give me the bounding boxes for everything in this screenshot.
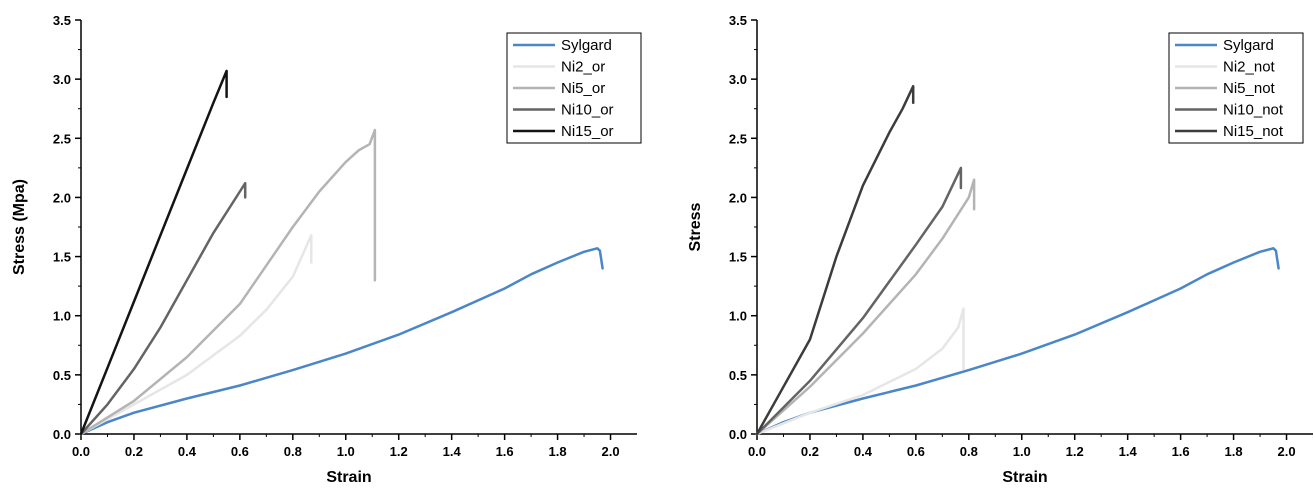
y-tick-label: 3.5 bbox=[729, 13, 747, 28]
x-tick-label: 0.8 bbox=[284, 444, 302, 459]
x-tick-label: 1.0 bbox=[1013, 444, 1031, 459]
legend-label: Ni5_not bbox=[1223, 80, 1276, 97]
x-tick-label: 0.2 bbox=[125, 444, 143, 459]
y-tick-label: 3.5 bbox=[53, 13, 71, 28]
x-tick-label: 2.0 bbox=[1277, 444, 1295, 459]
x-axis-title: Strain bbox=[1002, 469, 1047, 486]
y-tick-label: 1.0 bbox=[53, 309, 71, 324]
chart-panel-right: 0.0 0.2 0.4 0.6 0.8 1.0 1.2 1.4 1.6 1.8 2.0 0.0 0.5 1… bbox=[687, 13, 1313, 486]
x-tick-label: 1.4 bbox=[443, 444, 462, 459]
legend-label: Ni10_or bbox=[561, 102, 614, 119]
legend-label: Ni2_or bbox=[561, 59, 605, 76]
x-tick-label: 1.2 bbox=[1066, 444, 1084, 459]
x-axis-title: Strain bbox=[326, 469, 371, 486]
series-line-sylgard bbox=[79, 247, 604, 436]
x-tick-label: 0.0 bbox=[72, 444, 90, 459]
series-line-ni15-not bbox=[755, 84, 915, 436]
x-tick-label: 1.6 bbox=[496, 444, 514, 459]
y-axis-title: Stress bbox=[687, 202, 704, 251]
y-tick-label: 3.0 bbox=[729, 72, 747, 87]
x-tick-label: 2.0 bbox=[601, 444, 619, 459]
y-tick-label: 0.0 bbox=[729, 427, 747, 442]
legend-label: Ni10_not bbox=[1223, 102, 1284, 119]
legend-label: Sylgard bbox=[1223, 37, 1274, 54]
legend-label: Ni15_not bbox=[1223, 123, 1284, 140]
series-line-ni2-or bbox=[79, 234, 313, 436]
legend-label: Ni5_or bbox=[561, 80, 605, 97]
legend-label: Ni15_or bbox=[561, 123, 614, 140]
y-tick-label: 2.5 bbox=[729, 131, 747, 146]
x-tick-label: 0.6 bbox=[231, 444, 249, 459]
chart-panel-left: 0.0 0.2 0.4 0.6 0.8 1.0 1.2 1.4 1.6 1.8 2.0 0.0 0.5 1… bbox=[11, 13, 642, 486]
y-axis-title: Stress (Mpa) bbox=[11, 179, 28, 275]
x-tick-label: 1.8 bbox=[1225, 444, 1243, 459]
y-tick-label: 2.0 bbox=[53, 190, 71, 205]
y-tick-label: 0.0 bbox=[53, 427, 71, 442]
x-tick-label: 0.4 bbox=[854, 444, 873, 459]
series-line-ni2-not bbox=[755, 307, 965, 436]
y-tick-label: 0.5 bbox=[53, 368, 71, 383]
y-tick-label: 0.5 bbox=[729, 368, 747, 383]
legend: Sylgard Ni2_not Ni5_not Ni10_not Ni15_not bbox=[1168, 32, 1304, 144]
series-line-ni15-or bbox=[79, 69, 228, 436]
y-tick-label: 2.5 bbox=[53, 131, 71, 146]
y-tick-label: 1.0 bbox=[729, 309, 747, 324]
x-tick-label: 1.8 bbox=[549, 444, 567, 459]
y-tick-label: 3.0 bbox=[53, 72, 71, 87]
x-tick-label: 1.0 bbox=[337, 444, 355, 459]
legend-label: Sylgard bbox=[561, 37, 612, 54]
x-tick-label: 1.2 bbox=[390, 444, 408, 459]
legend-label: Ni2_not bbox=[1223, 59, 1276, 76]
series-line-ni5-not bbox=[755, 178, 976, 436]
legend: Sylgard Ni2_or Ni5_or Ni10_or Ni15_or bbox=[506, 32, 642, 144]
x-tick-label: 0.0 bbox=[748, 444, 766, 459]
x-tick-label: 0.6 bbox=[907, 444, 925, 459]
x-tick-label: 0.8 bbox=[960, 444, 978, 459]
x-tick-label: 1.4 bbox=[1119, 444, 1138, 459]
x-tick-label: 1.6 bbox=[1172, 444, 1190, 459]
x-tick-label: 0.2 bbox=[801, 444, 819, 459]
series-line-sylgard bbox=[755, 247, 1280, 436]
series-line-ni10-or bbox=[79, 181, 247, 436]
y-tick-label: 1.5 bbox=[53, 250, 71, 265]
y-tick-label: 1.5 bbox=[729, 250, 747, 265]
series-line-ni10-not bbox=[755, 166, 963, 436]
series-line-ni5-or bbox=[79, 128, 377, 436]
x-tick-label: 0.4 bbox=[178, 444, 197, 459]
y-tick-label: 2.0 bbox=[729, 190, 747, 205]
